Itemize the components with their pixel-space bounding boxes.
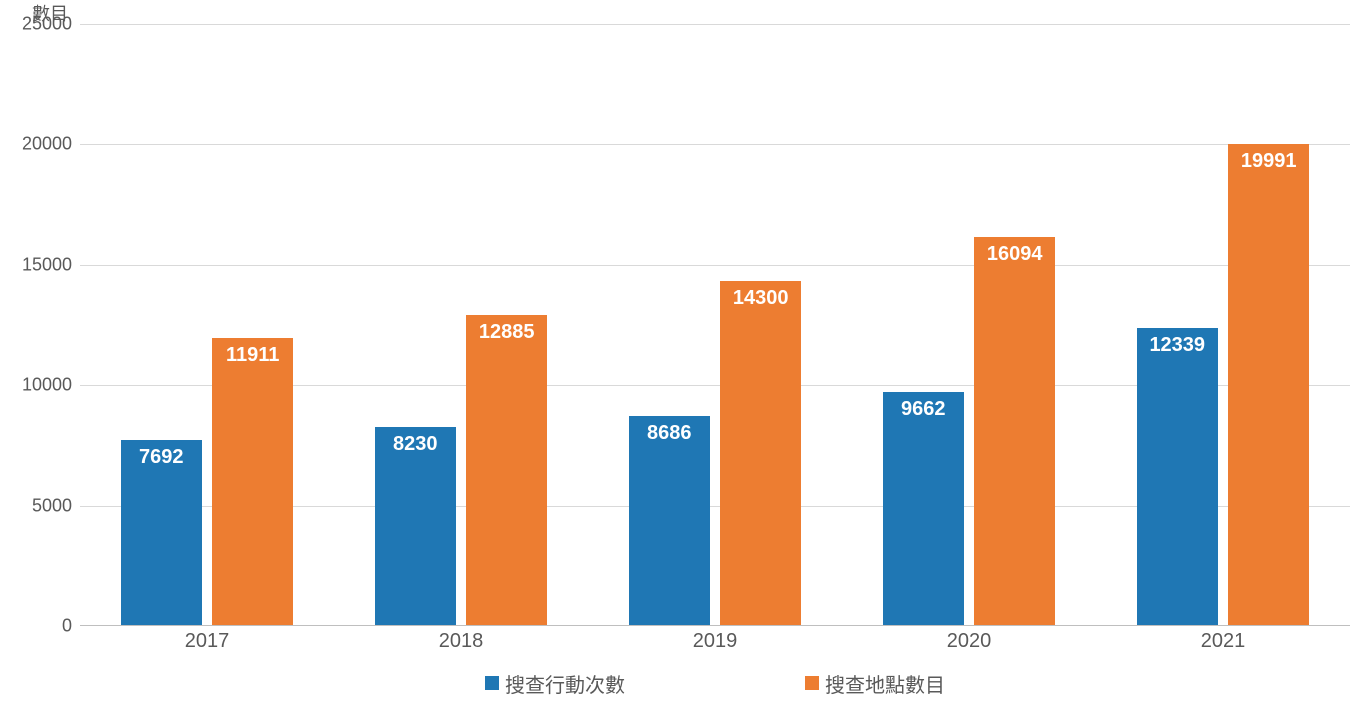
y-tick-label: 0	[0, 616, 72, 637]
legend-item: 搜查地點數目	[805, 669, 945, 698]
bar-group: 8686 14300	[588, 24, 842, 625]
bar: 11911	[212, 338, 293, 625]
bar-value-label: 9662	[883, 398, 964, 421]
bar: 9662	[883, 392, 964, 625]
y-tick-label: 20000	[0, 134, 72, 155]
legend-label: 搜查行動次數	[505, 669, 625, 698]
bar-value-label: 8686	[629, 422, 710, 445]
bar: 14300	[720, 281, 801, 625]
bar-value-label: 14300	[720, 287, 801, 310]
x-tick-label: 2019	[693, 630, 738, 653]
legend-item: 搜查行動次數	[485, 669, 625, 698]
bar: 8230	[375, 427, 456, 625]
y-tick-label: 25000	[0, 14, 72, 35]
bar-group: 12339 19991	[1096, 24, 1350, 625]
x-axis: 2017 2018 2019 2020 2021	[80, 630, 1350, 658]
bar: 8686	[629, 416, 710, 625]
bar-value-label: 11911	[212, 344, 293, 367]
bar-value-label: 16094	[974, 243, 1055, 266]
bar-group: 8230 12885	[334, 24, 588, 625]
bar: 12885	[466, 315, 547, 625]
y-tick-label: 15000	[0, 254, 72, 275]
x-tick-label: 2020	[947, 630, 992, 653]
bar-value-label: 8230	[375, 433, 456, 456]
x-tick-label: 2017	[185, 630, 230, 653]
bar-value-label: 7692	[121, 446, 202, 469]
y-tick-label: 10000	[0, 375, 72, 396]
x-tick-label: 2018	[439, 630, 484, 653]
legend-swatch	[805, 676, 819, 690]
y-axis: 0500010000150002000025000	[0, 24, 80, 626]
bar-value-label: 12885	[466, 321, 547, 344]
bar-value-label: 19991	[1228, 150, 1309, 173]
bar: 19991	[1228, 144, 1309, 625]
bar-value-label: 12339	[1137, 334, 1218, 357]
bar-chart: 數目 0500010000150002000025000 76921191182…	[0, 0, 1359, 708]
legend-swatch	[485, 676, 499, 690]
y-tick-label: 5000	[0, 495, 72, 516]
legend-label: 搜查地點數目	[825, 669, 945, 698]
bar: 12339	[1137, 328, 1218, 625]
x-tick-label: 2021	[1201, 630, 1246, 653]
bar-group: 9662 16094	[842, 24, 1096, 625]
bar: 7692	[121, 440, 202, 625]
bar: 16094	[974, 237, 1055, 625]
legend: 搜查行動次數 搜查地點數目	[80, 668, 1350, 698]
bar-group: 7692 11911	[80, 24, 334, 625]
plot-area: 7692 11911 8230 12885 8686 14300 9662 16094 1233…	[80, 24, 1350, 626]
